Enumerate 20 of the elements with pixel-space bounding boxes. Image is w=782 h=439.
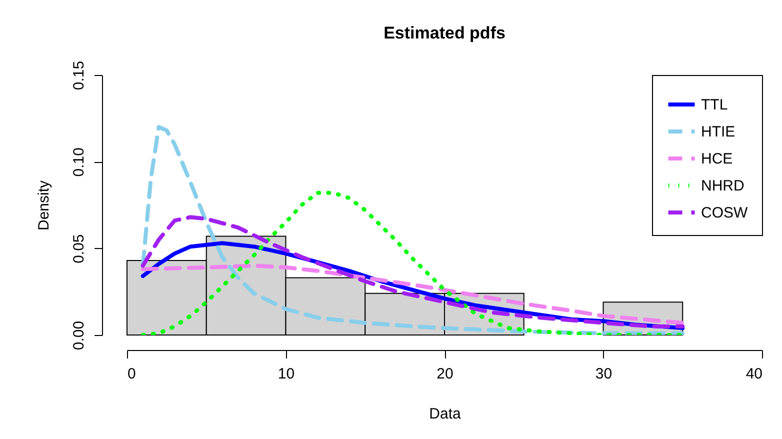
line-series: [140, 215, 685, 328]
line-series: [140, 264, 685, 325]
x-tick-label: 40: [746, 366, 762, 382]
legend-label: NHRD: [701, 178, 744, 194]
legend-label: TTL: [701, 96, 728, 114]
x-tick-label: 10: [278, 366, 295, 382]
y-axis-title: Density: [36, 180, 52, 231]
x-axis-title: Data: [429, 406, 462, 422]
y-tick-label: 0.05: [70, 234, 88, 264]
legend-label: HTIE: [701, 124, 736, 140]
chart-title: Estimated pdfs: [384, 23, 506, 42]
legend-label: COSW: [701, 204, 749, 222]
x-tick-label: 20: [436, 366, 454, 382]
y-tick-label: 0.00: [70, 320, 88, 350]
y-tick-label: 0.15: [70, 60, 88, 90]
legend-label: HCE: [701, 150, 733, 168]
y-tick-label: 0.10: [70, 148, 88, 177]
x-tick-label: 30: [595, 366, 612, 382]
x-tick-label: 0: [128, 366, 136, 382]
line-series: [140, 125, 685, 335]
